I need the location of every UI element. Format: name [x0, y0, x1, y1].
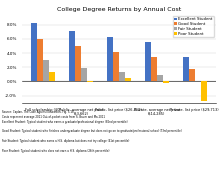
Bar	[37, 39, 43, 81]
Bar	[113, 52, 119, 81]
Text: Source: Caplan, The Case Against Education, Fig. 5.18
Costs represent average 20: Source: Caplan, The Case Against Educati…	[2, 110, 182, 153]
Bar	[69, 31, 75, 81]
Bar	[107, 37, 113, 81]
Bar	[31, 23, 37, 81]
Bar	[87, 81, 93, 82]
Bar	[43, 60, 49, 81]
Bar	[163, 81, 169, 83]
Bar	[151, 57, 157, 81]
Bar	[75, 46, 81, 81]
Bar	[189, 69, 195, 81]
Bar	[183, 57, 189, 81]
Bar	[145, 42, 151, 81]
Bar	[125, 78, 131, 81]
Bar	[81, 68, 87, 81]
Bar	[49, 72, 55, 81]
Bar	[119, 72, 125, 81]
Bar	[201, 81, 207, 101]
Bar	[157, 75, 163, 81]
Title: College Degree Returns by Annual Cost: College Degree Returns by Annual Cost	[57, 7, 181, 12]
Legend: Excellent Student, Good Student, Fair Student, Poor Student: Excellent Student, Good Student, Fair St…	[173, 16, 214, 37]
